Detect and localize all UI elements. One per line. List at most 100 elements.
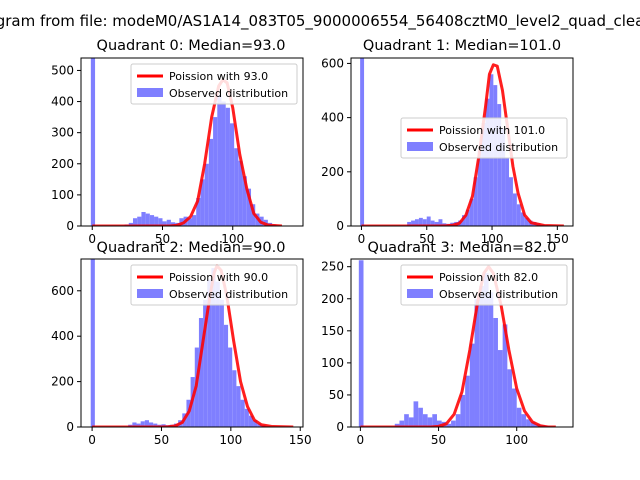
chart-title: Quadrant 2: Median=90.0 [97, 240, 286, 256]
legend-fit-label: Poission with 82.0 [439, 271, 538, 284]
chart-title: Quadrant 1: Median=101.0 [363, 38, 561, 54]
histogram-bar [207, 279, 212, 427]
histogram-bar [215, 281, 220, 427]
histogram-bar [137, 216, 142, 226]
poisson-fit-line [361, 63, 564, 226]
histogram-bar [238, 160, 243, 226]
histogram-bar [446, 423, 452, 427]
histogram-bar [479, 285, 484, 427]
histogram-bar [90, 58, 96, 226]
histogram-bar [240, 399, 245, 427]
legend-box [400, 117, 568, 159]
histogram-bar [242, 176, 247, 226]
histogram-bar [408, 417, 414, 427]
legend: Poission with 90.0 Observed distribution [130, 264, 298, 306]
x-tick-label: 150 [546, 232, 569, 246]
histogram-bar [451, 420, 456, 427]
histogram-bar [148, 422, 154, 427]
histogram-bar [257, 423, 262, 427]
histogram-bar [483, 273, 489, 427]
x-tick-label: 100 [505, 433, 528, 447]
histogram-bar [512, 193, 517, 226]
chart-panel-quadrant-3: 0 50 100 0 50 100 150 200 250 Poission with 82.0 O… [321, 240, 574, 447]
legend: Poission with 82.0 Observed distribution [400, 264, 568, 306]
histogram-bar [162, 221, 167, 226]
x-tick-label: 50 [155, 232, 170, 246]
chart-panel-quadrant-0: 0 50 100 0 100 200 300 400 500 Poission with 93.0… [51, 38, 304, 246]
histogram-bar [520, 212, 525, 226]
histogram-bar [140, 421, 145, 427]
histogram-bar [516, 204, 521, 226]
y-tick-label: 100 [51, 188, 74, 202]
histogram-bar [128, 222, 133, 226]
y-tick-label: 400 [51, 95, 74, 109]
chart-panel-quadrant-1: 0 50 100 150 0 200 400 600 Poission with 101.0 Ob… [321, 38, 574, 246]
histogram-bar [229, 123, 235, 226]
y-tick-label: 250 [321, 260, 344, 274]
histogram-bar [411, 220, 415, 226]
histogram-bar [204, 163, 209, 226]
histogram-bar [418, 217, 423, 226]
histogram-bar [521, 414, 527, 427]
histogram-bar [481, 123, 486, 226]
histogram-bar [516, 407, 522, 427]
histogram-bar [149, 215, 155, 226]
x-tick-label: 100 [219, 433, 242, 447]
histogram-bar [530, 421, 536, 427]
legend-fit-label: Poission with 93.0 [169, 70, 268, 83]
histogram-bar [436, 420, 442, 427]
legend-box [130, 264, 298, 306]
histogram-bar [198, 318, 204, 427]
histogram-bar [217, 95, 222, 226]
histogram-bar [497, 350, 503, 427]
legend-fit-label: Poission with 101.0 [439, 124, 545, 137]
x-tick-label: 0 [88, 232, 96, 246]
histogram-bar [469, 198, 474, 226]
x-tick-label: 0 [358, 232, 366, 246]
histogram-bar [223, 324, 229, 427]
histogram-bar [460, 394, 466, 427]
histogram-bar [414, 219, 419, 226]
histogram-bar [234, 148, 239, 226]
legend-box [400, 264, 568, 306]
histogram-bar [426, 216, 431, 226]
histogram-bar [144, 420, 149, 427]
y-tick-label: 150 [321, 324, 344, 338]
histogram-bar [469, 343, 475, 427]
histogram-bar [432, 414, 437, 427]
histogram-bar [158, 218, 163, 226]
histogram-bar [465, 375, 470, 427]
histogram-bar [427, 417, 433, 427]
x-tick-label: 50 [154, 433, 169, 447]
histogram-bar [192, 215, 197, 226]
histogram-bar [208, 138, 214, 226]
y-tick-label: 50 [329, 388, 344, 402]
x-tick-label: 0 [357, 433, 365, 447]
histogram-bar [477, 150, 482, 226]
legend-hist-swatch [137, 289, 163, 298]
legend-hist-label: Observed distribution [169, 87, 288, 100]
y-tick-label: 0 [66, 219, 74, 233]
axes-frame [350, 258, 574, 428]
histogram-bar [430, 220, 435, 226]
histogram-bar [136, 423, 141, 427]
histogram-bar [462, 215, 466, 226]
histogram-bar [244, 408, 249, 427]
histogram-bar [509, 177, 513, 226]
y-tick-label: 600 [321, 56, 344, 70]
histogram-bar [248, 415, 254, 427]
histogram-bar [413, 401, 419, 427]
histogram-bar [422, 219, 427, 226]
histogram-bar [213, 117, 218, 226]
y-tick-label: 200 [321, 292, 344, 306]
histogram-bar [228, 347, 233, 427]
legend-hist-label: Observed distribution [439, 141, 558, 154]
histogram-bar [232, 370, 237, 427]
histogram-bar [358, 260, 364, 427]
histogram-bar [399, 420, 405, 427]
y-tick-label: 200 [321, 165, 344, 179]
histogram-bar [404, 414, 409, 427]
chart-title: Quadrant 3: Median=82.0 [368, 240, 557, 256]
y-tick-label: 200 [51, 157, 74, 171]
